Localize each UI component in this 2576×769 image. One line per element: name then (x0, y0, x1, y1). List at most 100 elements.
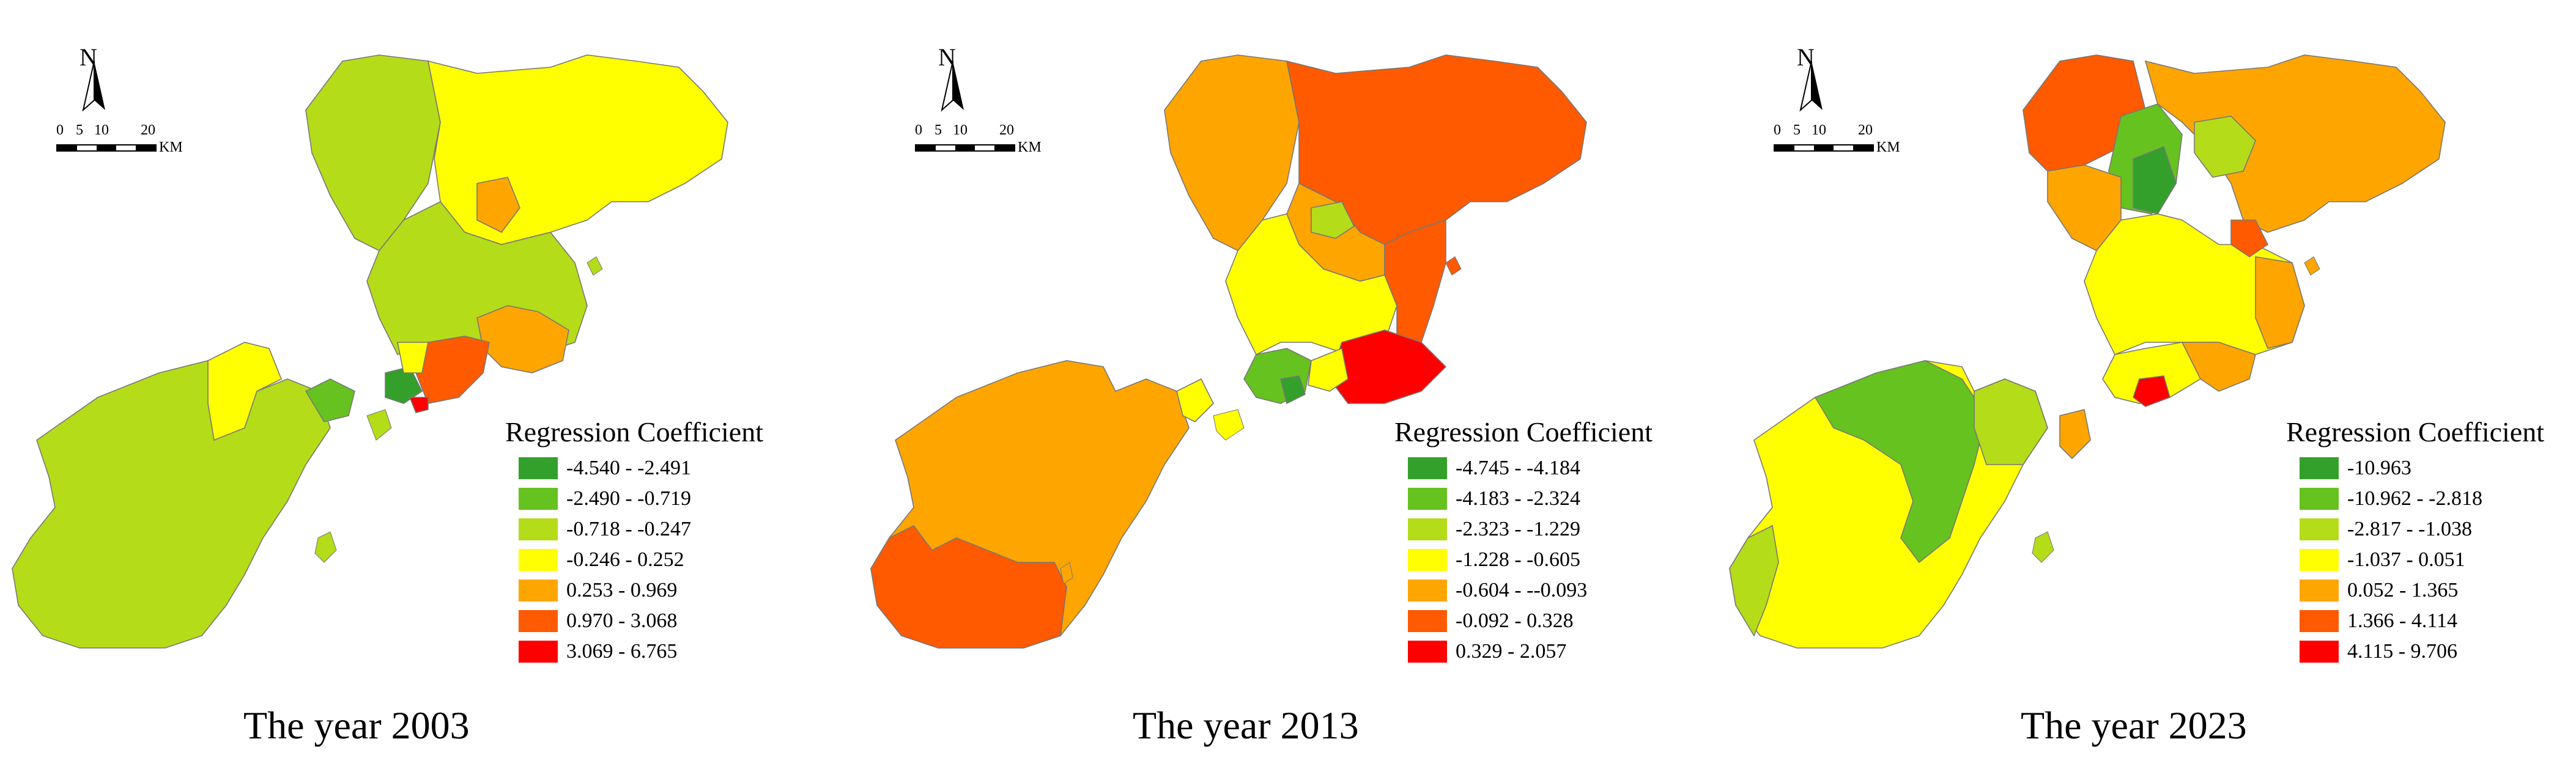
region-east-orange (2255, 256, 2305, 349)
choropleth-map-2013 (870, 54, 1587, 649)
legend-swatch (519, 518, 558, 540)
legend-item: -0.246 - 0.252 (505, 545, 823, 575)
choropleth-map-2023 (1729, 54, 2446, 649)
legend-title: Regression Coefficient (1394, 416, 1653, 447)
legend-label: -4.745 - -4.184 (1456, 457, 1580, 479)
legend-item: 3.069 - 6.765 (505, 636, 823, 667)
region-southeast-orange (476, 305, 569, 373)
legend: Regression Coefficient -4.745 - -4.184 -… (1394, 416, 1712, 667)
legend-label: -2.323 - -1.229 (1456, 518, 1580, 540)
region-urban-red (415, 336, 490, 404)
legend-item: 0.329 - 2.057 (1394, 636, 1712, 667)
legend-label: -2.817 - -1.038 (2347, 518, 2472, 540)
legend-label: 4.115 - 9.706 (2347, 640, 2458, 663)
legend-swatch (2300, 518, 2339, 540)
legend-swatch (2300, 549, 2339, 571)
map-panel-2023: N 0 5 10 20 KM Regression Coefficient -1… (1717, 0, 2576, 769)
legend-label: 3.069 - 6.765 (566, 640, 678, 663)
year-label: The year 2013 (1133, 704, 1359, 747)
legend-swatch (1408, 610, 1447, 632)
legend-label: -0.604 - --0.093 (1456, 579, 1588, 602)
island (314, 531, 337, 563)
scale-tick-20: 20 (999, 122, 1014, 138)
legend-title: Regression Coefficient (2286, 416, 2544, 447)
island (1060, 562, 1073, 584)
legend-item: 0.970 - 3.068 (505, 606, 823, 636)
legend-swatch (2300, 580, 2339, 602)
region-urban-hotspot (409, 397, 429, 413)
region-sw-yellow (1176, 378, 1214, 422)
legend-item: -2.323 - -1.229 (1394, 514, 1712, 545)
legend-swatch (2300, 457, 2339, 479)
legend-label: -1.228 - -0.605 (1456, 548, 1580, 571)
legend-item: -10.962 - -2.818 (2286, 484, 2576, 514)
scale-unit: KM (159, 139, 183, 155)
north-label: N (1797, 43, 1815, 71)
north-label: N (938, 43, 956, 71)
legend-label: 0.253 - 0.969 (566, 579, 678, 602)
legend-label: -4.183 - -2.324 (1456, 487, 1580, 510)
scale-tick-5: 5 (1793, 122, 1801, 138)
legend-label: -0.092 - 0.328 (1456, 609, 1574, 632)
legend: Regression Coefficient -10.963 -10.962 -… (2286, 416, 2576, 667)
legend-label: -4.540 - -2.491 (566, 457, 691, 479)
choropleth-map-2003 (12, 54, 728, 649)
region-north-orange (476, 177, 520, 234)
legend-label: -0.718 - -0.247 (566, 518, 691, 540)
region-center-yellow (1225, 213, 1397, 356)
legend-label: -10.962 - -2.818 (2347, 487, 2482, 510)
legend-item: 0.052 - 1.365 (2286, 575, 2576, 606)
legend-label: -1.037 - 0.051 (2347, 548, 2465, 571)
legend-swatch (2300, 641, 2339, 663)
map-panel-2013: N 0 5 10 20 KM Regression Coefficient -4… (859, 0, 1717, 769)
island (1213, 409, 1245, 441)
region-sw-tip (870, 524, 1067, 649)
legend-item: -4.540 - -2.491 (505, 453, 823, 484)
region-sw-lightgreen (1974, 378, 2048, 465)
region-urban-green (1280, 375, 1306, 405)
island (2032, 531, 2054, 563)
scale-tick-0: 0 (1774, 122, 1781, 138)
scale-bar: 0 5 10 20 KM (1774, 122, 1908, 165)
legend-swatch (519, 610, 558, 632)
island (587, 256, 603, 276)
scale-unit: KM (1018, 139, 1042, 155)
scale-tick-5: 5 (76, 122, 83, 138)
region-hotspot (1329, 329, 1447, 404)
region-north-east (2144, 54, 2446, 233)
scale-bar-graphic (915, 144, 1015, 152)
region-urban-orange (2181, 342, 2256, 392)
legend-item: -0.092 - 0.328 (1394, 606, 1712, 636)
legend-item: -2.817 - -1.038 (2286, 514, 2576, 545)
scale-tick-20: 20 (1858, 122, 1873, 138)
legend-swatch (519, 488, 558, 510)
region-sw-green (305, 378, 355, 422)
north-arrow-icon (941, 61, 964, 112)
legend-title: Regression Coefficient (505, 416, 763, 447)
legend-label: -10.963 (2347, 457, 2411, 479)
scale-bar: 0 5 10 20 KM (915, 122, 1049, 165)
scale-tick-0: 0 (915, 122, 922, 138)
region-north-east (427, 54, 728, 245)
north-arrow-icon (1799, 61, 1823, 112)
north-label: N (80, 43, 97, 71)
legend-item: -4.183 - -2.324 (1394, 484, 1712, 514)
legend-label: 1.366 - 4.114 (2347, 609, 2458, 632)
legend-item: 1.366 - 4.114 (2286, 606, 2576, 636)
legend-swatch (519, 457, 558, 479)
region-urban-hotspot (2133, 375, 2171, 407)
region-north-darkgreen (2133, 145, 2177, 215)
legend-swatch (1408, 518, 1447, 540)
legend-swatch (519, 641, 558, 663)
region-sw-green-band (1814, 360, 1987, 564)
legend-item: -1.037 - 0.051 (2286, 545, 2576, 575)
island (366, 409, 392, 441)
legend-item: 0.253 - 0.969 (505, 575, 823, 606)
region-east-strip (1384, 219, 1446, 343)
scale-bar-graphic (1774, 144, 1874, 152)
legend-item: -1.228 - -0.605 (1394, 545, 1712, 575)
scale-tick-10: 10 (1812, 122, 1826, 138)
legend-label: 0.970 - 3.068 (566, 609, 678, 632)
scale-tick-10: 10 (94, 122, 109, 138)
legend-item: -2.490 - -0.719 (505, 484, 823, 514)
